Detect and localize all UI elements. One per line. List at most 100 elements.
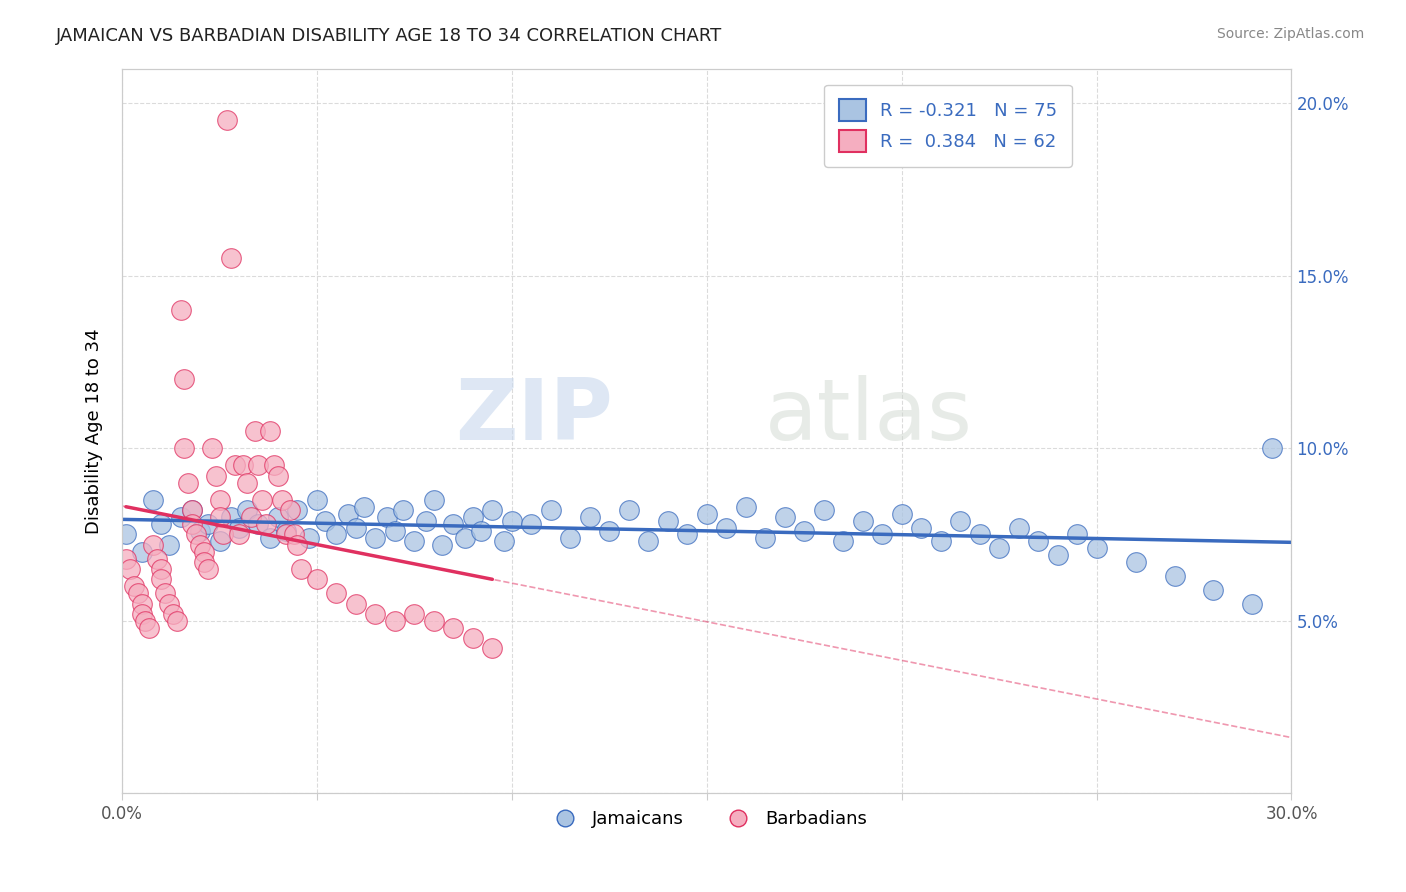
- Point: [832, 534, 855, 549]
- Point: [236, 503, 259, 517]
- Point: [142, 492, 165, 507]
- Point: [157, 597, 180, 611]
- Point: [259, 424, 281, 438]
- Y-axis label: Disability Age 18 to 34: Disability Age 18 to 34: [86, 328, 103, 533]
- Point: [127, 586, 149, 600]
- Point: [560, 531, 582, 545]
- Point: [353, 500, 375, 514]
- Point: [481, 641, 503, 656]
- Point: [162, 607, 184, 621]
- Point: [696, 507, 718, 521]
- Point: [283, 527, 305, 541]
- Point: [1007, 520, 1029, 534]
- Point: [142, 538, 165, 552]
- Legend: Jamaicans, Barbadians: Jamaicans, Barbadians: [540, 803, 875, 835]
- Point: [1085, 541, 1108, 556]
- Point: [337, 507, 360, 521]
- Point: [1261, 441, 1284, 455]
- Point: [287, 503, 309, 517]
- Point: [232, 458, 254, 473]
- Point: [1202, 582, 1225, 597]
- Point: [1163, 569, 1185, 583]
- Point: [793, 524, 815, 538]
- Point: [228, 527, 250, 541]
- Point: [236, 475, 259, 490]
- Point: [212, 527, 235, 541]
- Point: [1026, 534, 1049, 549]
- Point: [150, 517, 173, 532]
- Point: [138, 621, 160, 635]
- Point: [1066, 527, 1088, 541]
- Point: [773, 510, 796, 524]
- Point: [263, 458, 285, 473]
- Point: [813, 503, 835, 517]
- Point: [454, 531, 477, 545]
- Point: [929, 534, 952, 549]
- Point: [115, 551, 138, 566]
- Text: atlas: atlas: [765, 375, 973, 458]
- Point: [247, 458, 270, 473]
- Point: [188, 538, 211, 552]
- Point: [298, 531, 321, 545]
- Point: [134, 614, 156, 628]
- Point: [470, 524, 492, 538]
- Point: [228, 520, 250, 534]
- Point: [910, 520, 932, 534]
- Point: [217, 113, 239, 128]
- Point: [181, 503, 204, 517]
- Point: [122, 579, 145, 593]
- Point: [520, 517, 543, 532]
- Point: [150, 572, 173, 586]
- Point: [146, 551, 169, 566]
- Point: [481, 503, 503, 517]
- Point: [219, 510, 242, 524]
- Point: [676, 527, 699, 541]
- Point: [274, 527, 297, 541]
- Point: [384, 524, 406, 538]
- Point: [270, 492, 292, 507]
- Text: ZIP: ZIP: [456, 375, 613, 458]
- Point: [118, 562, 141, 576]
- Point: [423, 492, 446, 507]
- Point: [364, 607, 387, 621]
- Point: [734, 500, 756, 514]
- Point: [375, 510, 398, 524]
- Point: [166, 614, 188, 628]
- Point: [177, 475, 200, 490]
- Point: [404, 607, 426, 621]
- Point: [201, 441, 224, 455]
- Point: [208, 534, 231, 549]
- Point: [188, 524, 211, 538]
- Text: JAMAICAN VS BARBADIAN DISABILITY AGE 18 TO 34 CORRELATION CHART: JAMAICAN VS BARBADIAN DISABILITY AGE 18 …: [56, 27, 723, 45]
- Point: [1125, 555, 1147, 569]
- Point: [716, 520, 738, 534]
- Point: [150, 562, 173, 576]
- Point: [325, 586, 347, 600]
- Point: [890, 507, 912, 521]
- Point: [239, 510, 262, 524]
- Point: [197, 562, 219, 576]
- Point: [305, 572, 328, 586]
- Point: [259, 531, 281, 545]
- Point: [131, 607, 153, 621]
- Point: [494, 534, 516, 549]
- Point: [267, 468, 290, 483]
- Point: [344, 597, 367, 611]
- Point: [617, 503, 640, 517]
- Point: [224, 458, 246, 473]
- Point: [181, 517, 204, 532]
- Point: [404, 534, 426, 549]
- Point: [1241, 597, 1264, 611]
- Point: [988, 541, 1011, 556]
- Point: [193, 555, 215, 569]
- Point: [247, 517, 270, 532]
- Point: [540, 503, 562, 517]
- Point: [598, 524, 620, 538]
- Point: [267, 510, 290, 524]
- Text: Source: ZipAtlas.com: Source: ZipAtlas.com: [1216, 27, 1364, 41]
- Point: [287, 538, 309, 552]
- Point: [115, 527, 138, 541]
- Point: [325, 527, 347, 541]
- Point: [754, 531, 776, 545]
- Point: [243, 424, 266, 438]
